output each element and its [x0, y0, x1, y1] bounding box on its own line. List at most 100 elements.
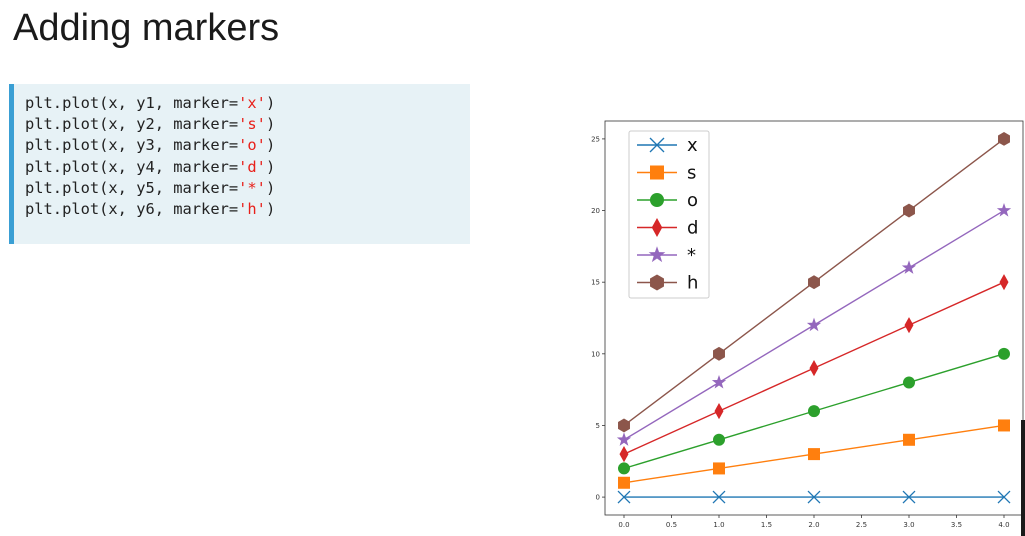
data-point-x [902, 490, 916, 504]
data-point-h [713, 346, 725, 361]
marker-shape [618, 418, 630, 433]
data-point-s [903, 433, 915, 446]
code-lines: plt.plot(x, y1, marker='x') plt.plot(x, y… [25, 93, 275, 220]
data-point-s [713, 462, 725, 475]
code-line: plt.plot(x, y5, marker='*') [25, 178, 275, 199]
legend-marker [650, 165, 664, 180]
page-title: Adding markers [13, 7, 280, 49]
x-tick-label: 2.5 [856, 521, 867, 529]
marker-shape [808, 275, 820, 290]
marker-shape [619, 446, 629, 463]
marker-stroke [997, 490, 1011, 504]
marker-shape [903, 433, 915, 446]
data-point-* [711, 374, 727, 389]
data-point-* [996, 203, 1012, 217]
x-tick-label: 0.5 [666, 521, 677, 529]
data-point-o [618, 462, 630, 475]
data-point-o [998, 347, 1010, 360]
data-point-s [808, 448, 820, 461]
y-tick-label: 15 [591, 279, 600, 287]
marker-shape [714, 403, 724, 420]
code-string: 's' [238, 115, 266, 134]
data-point-* [901, 260, 917, 274]
marker-shape [904, 317, 914, 334]
data-point-d [999, 274, 1009, 291]
marker-shape [903, 203, 915, 218]
marker-shape [713, 462, 725, 475]
marker-shape [650, 193, 664, 207]
code-string: 'd' [238, 157, 266, 176]
marker-stroke [617, 490, 631, 504]
y-tick-label: 0 [596, 494, 600, 502]
legend-label: o [687, 190, 698, 211]
data-point-d [904, 317, 914, 334]
x-tick-label: 1.0 [713, 521, 724, 529]
x-tick-label: 2.0 [808, 521, 819, 529]
data-point-d [809, 360, 819, 377]
code-text: ) [265, 178, 276, 197]
marker-stroke [807, 490, 821, 504]
data-point-s [998, 419, 1010, 432]
marker-shape [650, 274, 664, 291]
marker-shape [616, 432, 632, 446]
marker-shape [713, 433, 725, 446]
data-point-h [808, 275, 820, 290]
data-point-s [618, 476, 630, 489]
data-point-o [903, 376, 915, 389]
data-point-o [713, 433, 725, 446]
legend-marker [650, 193, 664, 207]
data-point-x [807, 490, 821, 504]
marker-shape [711, 374, 727, 389]
code-text: ) [265, 115, 276, 134]
window-edge [1021, 420, 1025, 536]
marker-shape [650, 165, 664, 180]
code-line: plt.plot(x, y4, marker='d') [25, 157, 275, 178]
code-string: 'h' [238, 200, 266, 219]
code-text: ) [265, 200, 276, 219]
marker-shape [618, 476, 630, 489]
legend-label: x [687, 135, 698, 156]
code-text: plt.plot(x, y6, marker= [25, 200, 239, 219]
code-line: plt.plot(x, y6, marker='h') [25, 199, 275, 220]
marker-shape [901, 260, 917, 274]
chart: 0.0 0.5 1.0 1.5 2.0 2.5 3.0 3.5 4.0 0 5 10 15 20 25 x s o… [584, 112, 1025, 536]
x-tick-label: 3.5 [951, 521, 962, 529]
marker-shape [998, 347, 1010, 360]
y-tick-label: 25 [591, 135, 600, 143]
y-tick-label: 20 [591, 207, 600, 215]
legend-marker [648, 246, 666, 263]
code-string: '*' [238, 178, 266, 197]
legend-label: s [687, 163, 696, 184]
legend-label: * [687, 245, 696, 266]
marker-stroke [649, 137, 665, 153]
x-tick-label: 0.0 [618, 521, 629, 529]
marker-shape [713, 346, 725, 361]
marker-stroke [902, 490, 916, 504]
marker-shape [618, 462, 630, 475]
marker-shape [809, 360, 819, 377]
marker-shape [806, 317, 822, 332]
legend-label: h [687, 273, 698, 294]
x-tick-label: 4.0 [998, 521, 1009, 529]
code-text: plt.plot(x, y3, marker= [25, 136, 239, 155]
data-point-* [806, 317, 822, 332]
data-point-h [903, 203, 915, 218]
chart-svg: 0.0 0.5 1.0 1.5 2.0 2.5 3.0 3.5 4.0 0 5 10 15 20 25 xso… [591, 120, 1024, 529]
x-tick-label: 3.0 [903, 521, 914, 529]
data-point-d [619, 446, 629, 463]
code-line: plt.plot(x, y1, marker='x') [25, 93, 275, 114]
code-text: ) [265, 157, 276, 176]
marker-shape [996, 203, 1012, 217]
data-point-x [712, 490, 726, 504]
marker-shape [808, 405, 820, 418]
code-text: plt.plot(x, y2, marker= [25, 115, 239, 134]
y-tick-label: 5 [596, 422, 600, 430]
y-tick-label: 10 [591, 350, 600, 358]
data-point-h [998, 132, 1010, 146]
data-point-x [997, 490, 1011, 504]
code-block: plt.plot(x, y1, marker='x') plt.plot(x, y… [9, 84, 470, 244]
marker-shape [648, 246, 666, 263]
data-point-o [808, 405, 820, 418]
marker-shape [808, 448, 820, 461]
code-string: 'x' [238, 94, 266, 112]
